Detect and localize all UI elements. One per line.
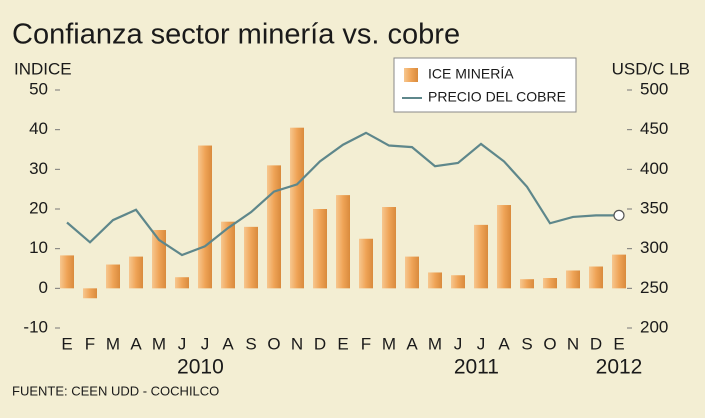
bar: [474, 224, 488, 289]
x-tick-label: M: [428, 334, 442, 353]
x-tick-label: A: [222, 334, 234, 353]
bar: [520, 279, 534, 289]
bar: [405, 256, 419, 289]
bar: [221, 221, 235, 289]
bar: [60, 255, 74, 289]
y2-tick-label: 500: [640, 79, 668, 98]
y2-tick-label: 400: [640, 159, 668, 178]
bar: [175, 277, 189, 289]
x-tick-label: J: [201, 334, 210, 353]
y-axis-label: INDICE: [14, 59, 72, 78]
x-tick-label: E: [61, 334, 72, 353]
bar: [198, 145, 212, 289]
legend-box: [393, 57, 577, 113]
x-tick-label: O: [267, 334, 280, 353]
x-tick-label: J: [477, 334, 486, 353]
x-tick-label: F: [361, 334, 371, 353]
y-tick-label: 10: [29, 238, 48, 257]
x-tick-label: S: [245, 334, 256, 353]
bar: [543, 278, 557, 289]
bar: [359, 238, 373, 289]
source-note: FUENTE: CEEN UDD - COCHILCO: [12, 383, 219, 398]
y2-tick-label: 250: [640, 278, 668, 297]
year-label: 2011: [454, 356, 499, 379]
x-tick-label: M: [382, 334, 396, 353]
y-tick-label: 20: [29, 198, 48, 217]
bar: [290, 127, 304, 289]
x-tick-label: E: [613, 334, 624, 353]
bar: [336, 195, 350, 289]
y2-tick-label: 350: [640, 198, 668, 217]
x-tick-label: N: [567, 334, 579, 353]
x-tick-label: N: [291, 334, 303, 353]
legend-label: ICE MINERÍA: [428, 66, 514, 82]
x-tick-label: D: [314, 334, 326, 353]
bar: [129, 256, 143, 289]
x-tick-label: M: [106, 334, 120, 353]
y2-tick-label: 300: [640, 238, 668, 257]
x-tick-label: A: [498, 334, 510, 353]
y-tick-label: 0: [39, 278, 48, 297]
bar: [267, 165, 281, 289]
last-point: [613, 209, 625, 221]
bar: [106, 264, 120, 289]
legend-label: PRECIO DEL COBRE: [428, 89, 566, 105]
x-tick-label: M: [152, 334, 166, 353]
bar: [152, 230, 166, 289]
chart-title: Confianza sector minería vs. cobre: [12, 19, 460, 51]
y-tick-label: 40: [29, 119, 48, 138]
bar: [428, 272, 442, 289]
y2-tick-label: 200: [640, 317, 668, 336]
x-tick-label: O: [543, 334, 556, 353]
bar: [497, 205, 511, 289]
x-tick-label: A: [130, 334, 142, 353]
year-label: 2012: [596, 356, 643, 379]
bar: [612, 254, 626, 289]
y2-tick-label: 450: [640, 119, 668, 138]
y-tick-label: -10: [23, 317, 48, 336]
bar: [244, 226, 258, 289]
bar: [83, 288, 97, 299]
x-tick-label: J: [454, 334, 463, 353]
y-tick-label: 50: [29, 79, 48, 98]
bar: [566, 270, 580, 289]
price-line: [66, 131, 619, 257]
bar: [589, 266, 603, 289]
x-tick-label: J: [178, 334, 187, 353]
bar: [382, 207, 396, 289]
x-tick-label: D: [590, 334, 602, 353]
bar: [313, 209, 327, 289]
year-label: 2010: [177, 356, 224, 379]
bar: [451, 275, 465, 289]
y2-axis-label: USD/C LB: [612, 59, 690, 78]
x-tick-label: F: [85, 334, 95, 353]
x-tick-label: S: [521, 334, 532, 353]
legend-swatch: [404, 68, 418, 82]
x-tick-label: A: [406, 334, 418, 353]
x-tick-label: E: [337, 334, 348, 353]
y-tick-label: 30: [29, 159, 48, 178]
